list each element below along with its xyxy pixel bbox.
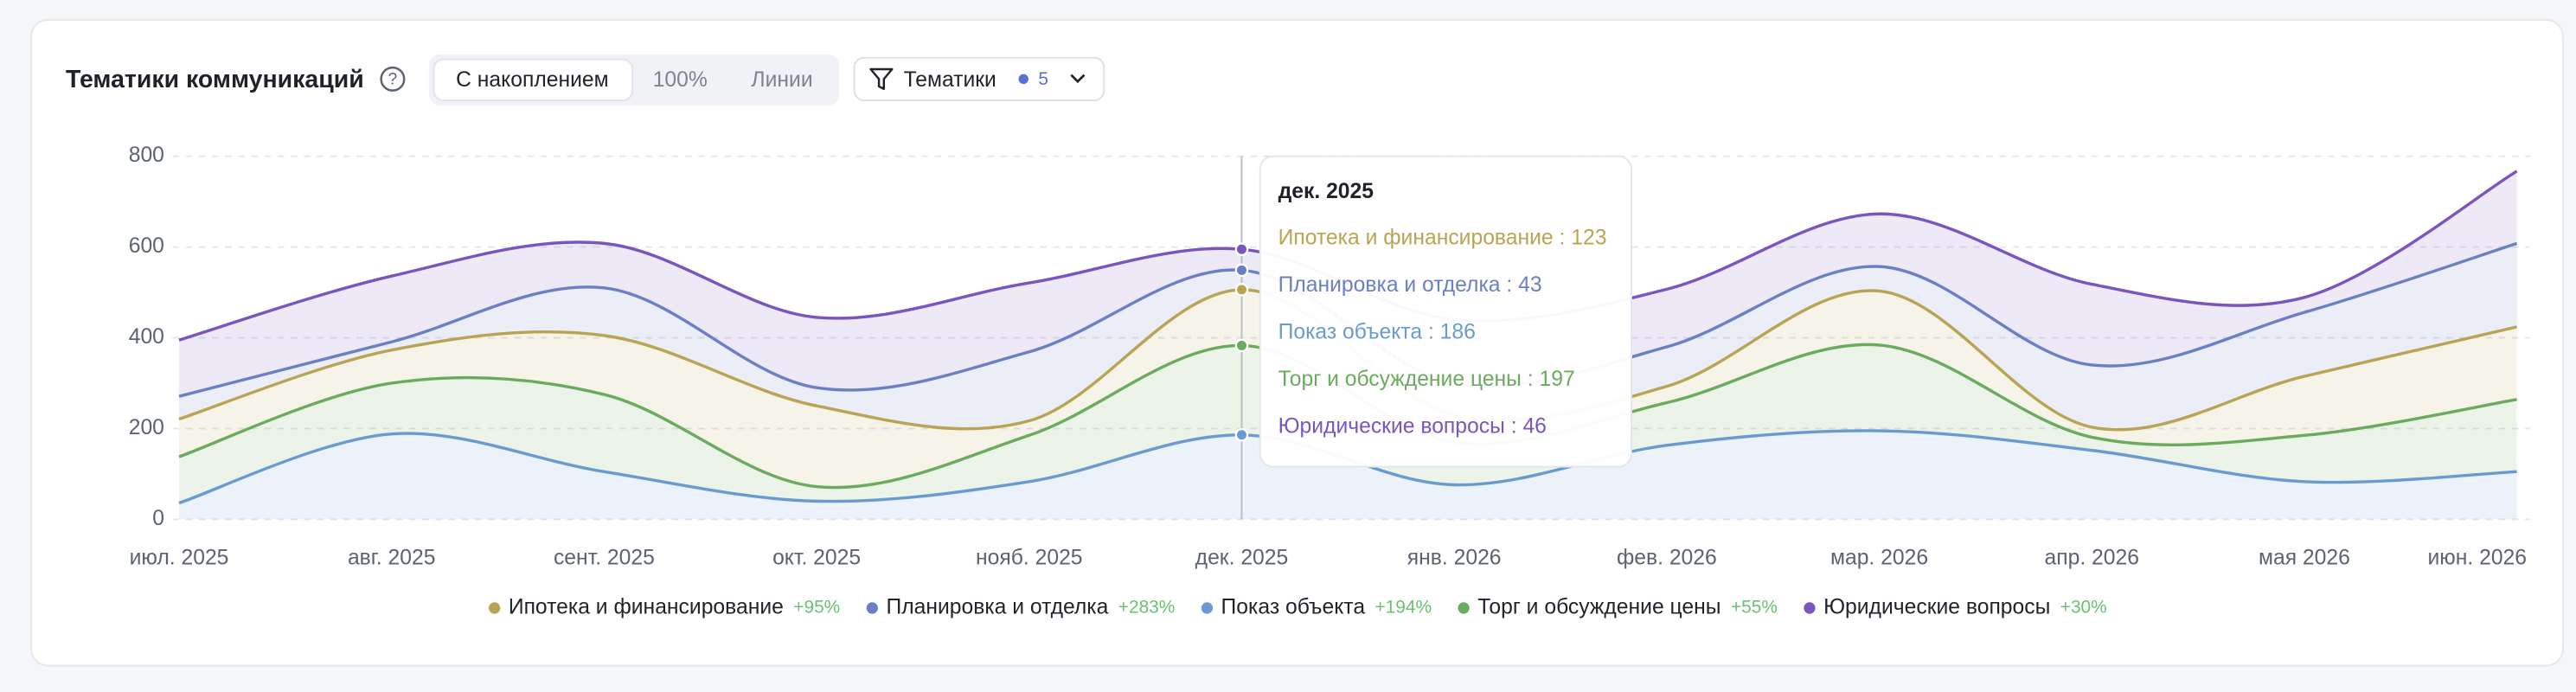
legend-swatch [866, 602, 878, 614]
tooltip-part: Ипотека и финансирование [1278, 226, 1554, 249]
tooltip-item: Торг и обсуждение цены : 197 [1278, 368, 1575, 391]
tooltip-part: Планировка и отделка [1278, 273, 1501, 297]
legend-label: Торг и обсуждение цены [1477, 595, 1721, 618]
legend-label: Планировка и отделка [886, 595, 1108, 618]
y-tick-label: 200 [129, 416, 164, 439]
legend-swatch [1201, 602, 1214, 614]
legend-change: +55% [1731, 597, 1778, 617]
tooltip-part: 197 [1540, 368, 1575, 391]
tooltip: дек. 2025 Ипотека и финансирование : 123 П… [1259, 155, 1632, 468]
area [179, 170, 2517, 397]
tooltip-part: : [1505, 414, 1523, 438]
hover-point [1234, 242, 1249, 256]
tooltip-part: Торг и обсуждение цены [1278, 368, 1522, 391]
tooltip-part: : [1522, 368, 1540, 391]
hover-point [1234, 427, 1249, 442]
x-tick-label: мар. 2026 [1830, 546, 1928, 569]
legend-change: +283% [1118, 597, 1176, 617]
tooltip-item: Ипотека и финансирование : 123 [1278, 226, 1607, 249]
tooltip-part: : [1422, 320, 1440, 343]
chart-title: Тематики коммуникаций [66, 66, 364, 93]
tooltip-part: 123 [1571, 226, 1606, 249]
help-mark: ? [388, 70, 398, 88]
legend-change: +95% [793, 597, 840, 617]
x-tick-label: янв. 2026 [1407, 546, 1502, 569]
legend-change: +194% [1375, 597, 1432, 617]
hover-point [1234, 283, 1249, 297]
hover-point [1234, 263, 1249, 278]
tooltip-part: Показ объекта [1278, 320, 1423, 343]
x-tick-label: мая 2026 [2259, 546, 2350, 569]
legend-label: Показ объекта [1221, 595, 1366, 618]
filter-dot [1018, 74, 1028, 85]
tooltip-item: Юридические вопросы : 46 [1278, 414, 1547, 438]
tooltip-part: Юридические вопросы [1278, 414, 1505, 438]
tooltip-part: 186 [1440, 320, 1476, 343]
filter-label: Тематики [904, 68, 996, 92]
y-tick-label: 0 [152, 507, 164, 530]
tooltip-part: : [1554, 226, 1572, 249]
help-circle [380, 66, 406, 92]
tooltip-title: дек. 2025 [1278, 180, 1375, 203]
legend-change: +30% [2060, 597, 2107, 617]
x-tick-label: июн. 2026 [2427, 546, 2527, 569]
y-tick-label: 800 [129, 144, 164, 167]
tooltip-part: : [1501, 273, 1519, 297]
legend-swatch [489, 602, 501, 614]
legend-swatch [1458, 602, 1470, 614]
mode-button[interactable]: С накоплением [456, 68, 609, 92]
tooltip-part: 46 [1522, 414, 1546, 438]
x-tick-label: сент. 2025 [554, 546, 655, 569]
y-tick-label: 600 [129, 234, 164, 258]
tooltip-item: Показ объекта : 186 [1278, 320, 1476, 343]
x-tick-label: нояб. 2025 [976, 546, 1083, 569]
legend: Ипотека и финансирование +95% Планировка и… [489, 595, 2107, 618]
filter-icon [869, 67, 894, 91]
x-tick-label: июл. 2025 [130, 546, 229, 569]
tooltip-box [1259, 155, 1632, 468]
plot: 0 200 400 600 800 июл. 2025 авг. 2025 сент. 202… [129, 144, 2530, 618]
area [179, 430, 2517, 520]
tooltip-part: 43 [1518, 273, 1541, 297]
x-tick-label: фев. 2026 [1617, 546, 1717, 569]
filter-count: 5 [1038, 69, 1048, 89]
y-tick-label: 400 [129, 325, 164, 349]
chevron [1070, 74, 1086, 84]
mode-button[interactable]: 100% [653, 68, 708, 92]
hover-point [1234, 338, 1249, 353]
legend-swatch [1804, 602, 1816, 614]
tooltip-item: Планировка и отделка : 43 [1278, 273, 1542, 297]
mode-active [433, 58, 634, 102]
x-tick-label: авг. 2025 [348, 546, 435, 569]
x-tick-label: апр. 2026 [2045, 546, 2139, 569]
x-tick-label: дек. 2025 [1195, 546, 1289, 569]
legend-label: Ипотека и финансирование [509, 595, 784, 618]
mode-button[interactable]: Линии [751, 68, 812, 92]
help-icon[interactable]: ? [380, 66, 406, 92]
legend-label: Юридические вопросы [1823, 595, 2050, 618]
filter-button[interactable] [853, 56, 1105, 102]
x-tick-label: окт. 2025 [772, 546, 861, 569]
